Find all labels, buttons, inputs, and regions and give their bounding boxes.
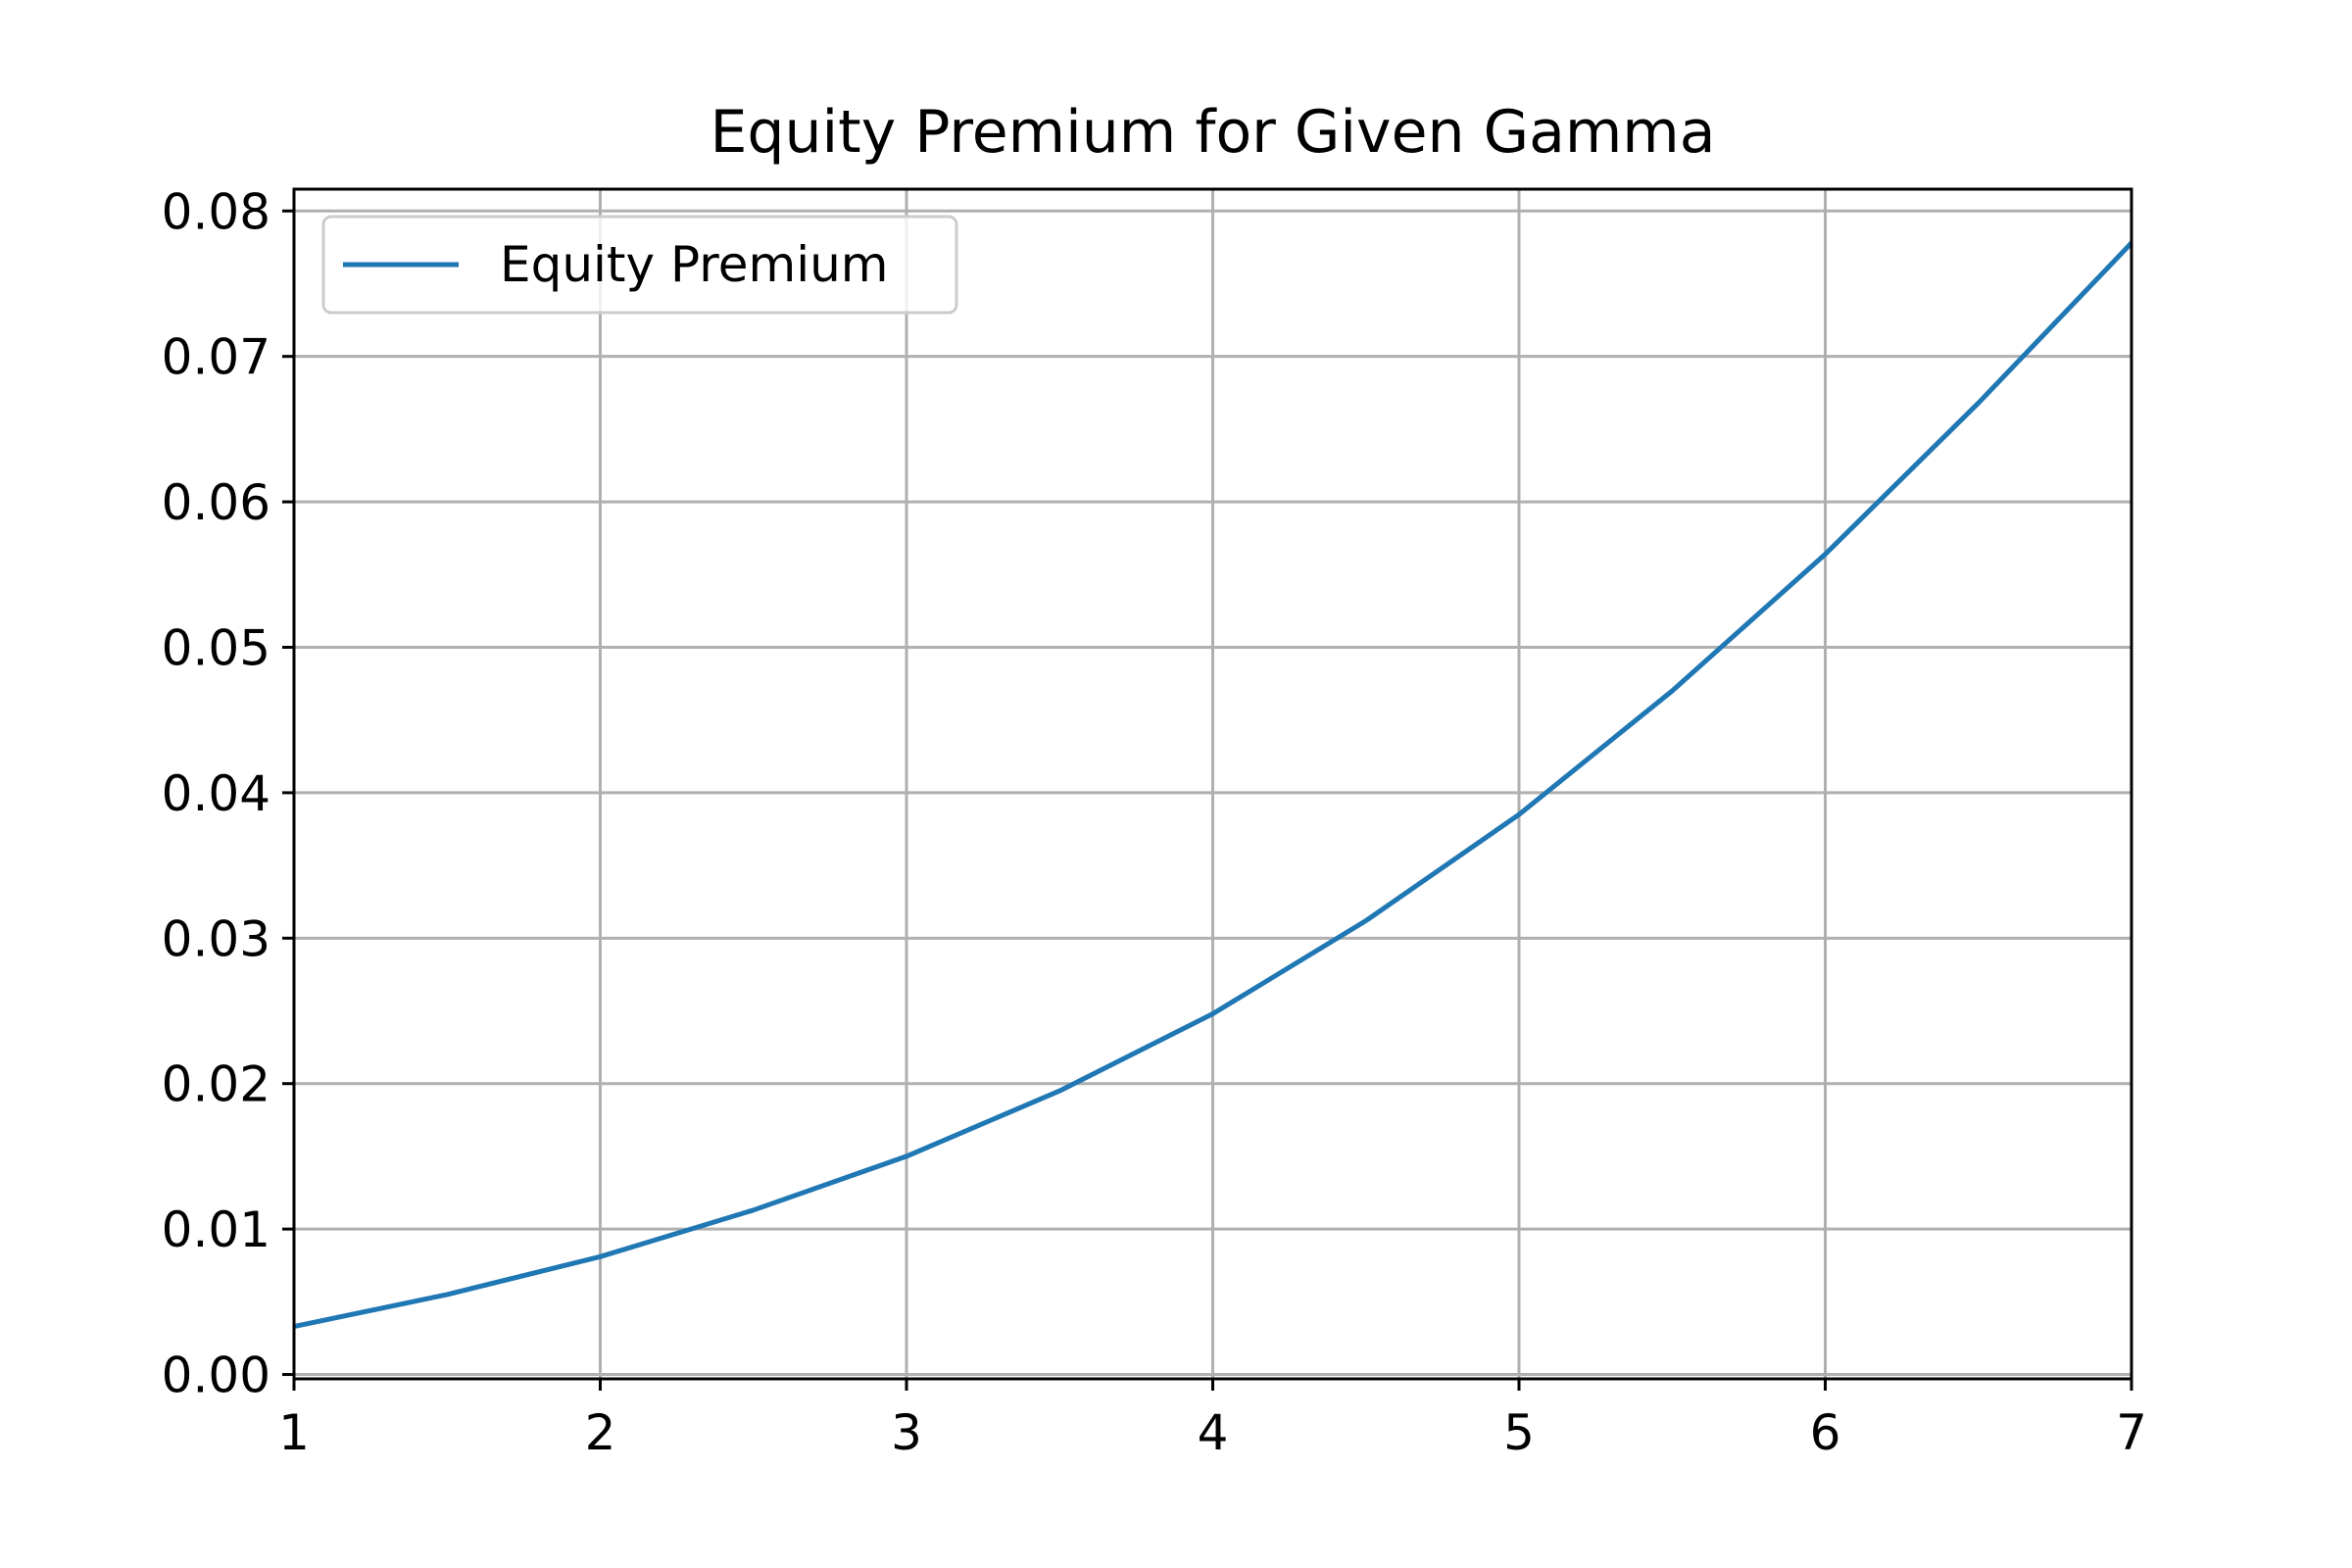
y-tick-label: 0.04 (162, 765, 270, 822)
y-tick-label: 0.02 (162, 1056, 270, 1113)
grid-lines (292, 189, 2133, 1379)
y-tick-label: 0.07 (162, 329, 270, 386)
y-tick-label: 0.06 (162, 474, 270, 531)
legend-box (321, 215, 958, 315)
x-tick-label: 4 (1198, 1404, 1229, 1461)
x-tick-label: 3 (891, 1404, 922, 1461)
series-layer (293, 241, 2133, 1330)
legend: Equity Premium (321, 215, 958, 315)
y-tick-label: 0.01 (162, 1201, 270, 1258)
y-tick-label: 0.05 (162, 619, 270, 676)
series-line-equity-premium (293, 241, 2133, 1330)
axis-ticks: 1 2 3 4 5 6 7 0.00 0.01 0.02 0.03 0.04 0.05 0.06 0.07 0… (162, 183, 2147, 1461)
y-tick-label: 0.00 (162, 1348, 270, 1404)
x-tick-label: 6 (1810, 1404, 1841, 1461)
x-tick-label: 1 (278, 1404, 310, 1461)
x-tick-label: 5 (1503, 1404, 1535, 1461)
chart-title: Equity Premium for Given Gamma (710, 98, 1715, 167)
y-tick-label: 0.03 (162, 910, 270, 967)
x-tick-label: 2 (585, 1404, 616, 1461)
legend-label: Equity Premium (500, 236, 888, 293)
x-tick-label: 7 (2116, 1404, 2147, 1461)
y-tick-label: 0.08 (162, 183, 270, 240)
